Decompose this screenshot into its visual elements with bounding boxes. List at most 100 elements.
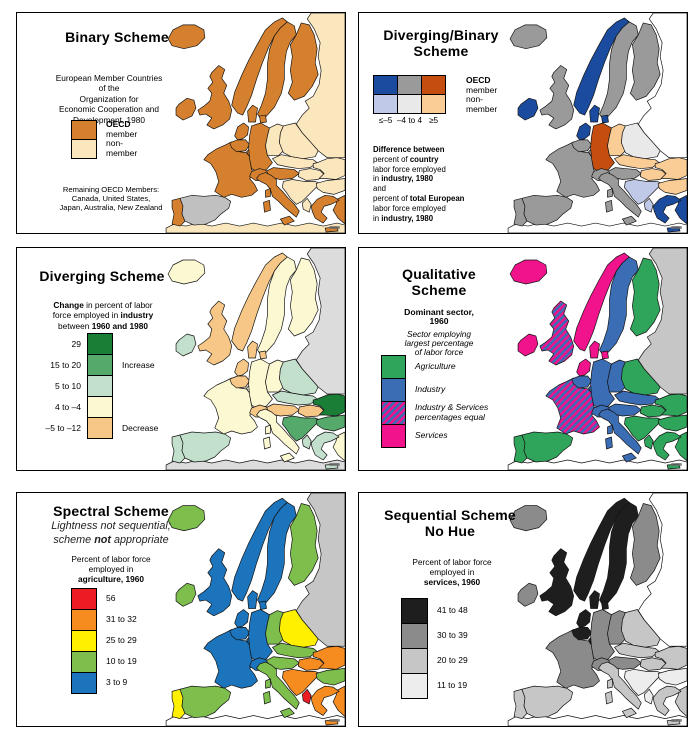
country-fi	[287, 22, 319, 101]
text-line: services, 1960	[377, 577, 527, 587]
europe-map-diverging	[165, 248, 345, 470]
country-dk	[589, 104, 609, 124]
legend: OECD member non-member	[71, 120, 137, 159]
country-nl	[234, 609, 249, 628]
legend-label: 3 to 9	[106, 677, 127, 688]
legend-swatch-serv	[381, 424, 406, 448]
country-it	[598, 661, 642, 718]
country-se	[599, 256, 639, 357]
country-is	[509, 505, 548, 532]
legend-swatch-g3	[87, 375, 113, 397]
panel-sequential-scheme: Sequential Scheme No Hue Percent of labor…	[358, 492, 688, 727]
text-segment: Diverging/Binary	[383, 27, 499, 43]
legend-row: Industry & Services percentages equal	[381, 401, 488, 425]
legend: 56 31 to 32 25 to 29 10 to 19 3 to 9	[71, 588, 137, 694]
text-segment: industry, 1980	[381, 174, 434, 184]
text-segment: 30 to 39	[437, 630, 468, 641]
text-segment: Lightness not sequential;	[51, 520, 171, 532]
country-ie	[175, 333, 197, 357]
country-se	[257, 21, 297, 121]
country-fi	[287, 503, 319, 586]
map-credit-mark	[329, 226, 340, 229]
country-bg	[315, 667, 345, 686]
country-su	[295, 13, 345, 159]
legend: OECD member non-member ≤–5 –4 to 4 ≥5	[373, 75, 543, 133]
text-line: Qualitative	[371, 266, 507, 282]
country-yu	[282, 179, 321, 205]
text-segment: employed in	[88, 564, 134, 574]
country-tr	[332, 194, 345, 225]
legend-swatch-c25	[71, 630, 97, 652]
legend-swatch-m_dec	[373, 75, 398, 95]
text-segment: Japan, Australia, New Zealand	[59, 203, 163, 212]
text-segment: country	[409, 154, 439, 164]
country-fi	[629, 503, 661, 586]
legend-label: 11 to 19	[437, 680, 467, 691]
text-line: largest percentage	[371, 339, 507, 348]
country-dee	[265, 123, 284, 157]
country-be	[229, 375, 250, 389]
text-segment: and	[373, 184, 387, 194]
country-ie	[517, 97, 539, 121]
text-segment: 1960 and 1980	[91, 320, 148, 331]
europe-map-spectral	[165, 493, 345, 726]
text-segment: Industry	[415, 384, 446, 395]
country-pl	[621, 609, 661, 648]
text-line: employed in	[377, 567, 527, 577]
country-su	[295, 248, 345, 395]
text-segment: 41 to 48	[437, 605, 468, 616]
legend-label: 30 to 39	[437, 630, 468, 641]
legend-row: 31 to 32	[71, 609, 137, 631]
text-line: Canada, United States,	[21, 194, 201, 203]
text-line: Lightness not sequential;	[17, 520, 205, 534]
country-se	[257, 502, 297, 607]
legend-swatch-both	[381, 401, 406, 425]
text-line: Percent of labor force	[33, 554, 189, 564]
country-gb	[197, 548, 233, 617]
panel-diverging-binary-scheme: Diverging/Binary Scheme OECD member non-mem…	[358, 12, 688, 234]
text-line: labor force employed	[373, 204, 505, 214]
country-fi	[629, 257, 661, 337]
country-tr	[674, 194, 687, 225]
panel-qualitative-scheme: Qualitative Scheme Dominant sector, 1960 S…	[358, 247, 688, 471]
country-bg	[657, 414, 687, 432]
map-credit-mark	[329, 719, 340, 722]
text-segment: labor force employed	[373, 203, 446, 213]
text-segment: Organization for	[79, 93, 139, 104]
legend-scale-label: –4 to 4	[396, 116, 423, 125]
country-tr	[674, 431, 687, 462]
map-credit-mark	[671, 226, 682, 229]
country-bg	[657, 178, 687, 195]
country-gb	[197, 65, 233, 130]
legend-range-label: 29	[71, 339, 81, 349]
legend-scale-label: ≤–5	[378, 116, 393, 125]
country-tr	[674, 685, 687, 717]
europe-map-diverging-binary	[507, 13, 687, 233]
text-segment: Sequential Scheme	[384, 507, 516, 523]
legend-swatch-k30	[401, 623, 428, 649]
legend-label: non-member	[466, 94, 497, 114]
text-line: Sector employing	[371, 330, 507, 339]
text-segment: agriculture, 1960	[78, 574, 144, 584]
europe-map-sequential	[507, 493, 687, 726]
text-segment: 10 to 19	[106, 656, 137, 667]
country-dee	[607, 123, 626, 157]
text-segment: OECD	[466, 75, 491, 85]
legend: Agriculture Industry Industry & Services pe…	[381, 355, 488, 448]
legend-swatch-g2	[87, 354, 113, 376]
text-segment: percent of	[373, 154, 410, 164]
country-se	[257, 256, 297, 357]
country-ie	[517, 333, 539, 357]
text-line: between 1960 and 1980	[19, 321, 187, 331]
text-segment: employed in	[429, 567, 475, 577]
legend-swatch-dec	[87, 417, 113, 439]
panel-title: Binary Scheme	[65, 29, 169, 45]
text-segment: Industry & Services	[415, 402, 489, 413]
legend-swatch-mid	[87, 396, 113, 418]
text-segment: of the	[98, 83, 120, 94]
text-line: of labor force	[371, 348, 507, 357]
text-segment: labor force employed	[373, 164, 446, 174]
country-pl	[621, 122, 661, 160]
text-line: percent of country	[373, 155, 505, 165]
legend-direction-label: Increase	[122, 360, 155, 370]
